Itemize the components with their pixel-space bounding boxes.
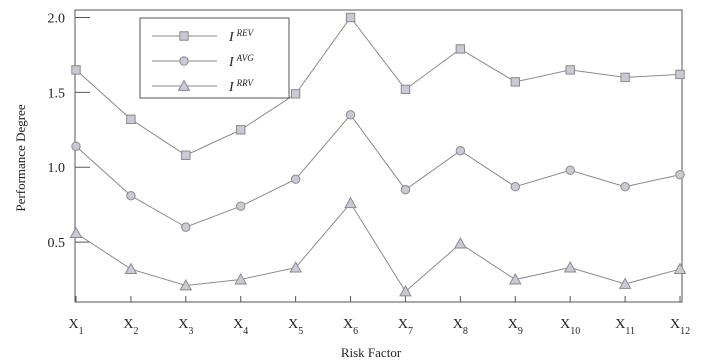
series-rev [71, 12, 685, 160]
series-line-rrv [75, 202, 681, 293]
x-tick-label: X11 [615, 317, 635, 337]
data-point-avg [455, 146, 466, 156]
series-avg [71, 110, 685, 232]
x-tick-label: X2 [123, 317, 138, 337]
data-point-rev [71, 65, 81, 75]
legend: I REV I AVG I RRV [139, 17, 290, 99]
data-point-rrv [454, 237, 467, 249]
data-point-rev [565, 65, 575, 75]
data-point-rev [675, 69, 685, 80]
legend-marker-rrv [177, 79, 191, 91]
x-tick-label: X3 [178, 317, 193, 337]
x-tick-label: X4 [233, 317, 248, 337]
x-tick-label: X12 [670, 317, 690, 337]
data-point-rev [455, 44, 466, 54]
series-line-avg [75, 114, 681, 228]
data-point-avg [290, 174, 301, 184]
x-tick-label: X6 [343, 317, 358, 337]
data-point-rrv [69, 226, 83, 239]
legend-marker-avg [179, 56, 189, 66]
data-point-rrv [344, 196, 357, 209]
y-tick-label: 1.0 [48, 161, 66, 176]
data-point-avg [71, 141, 81, 151]
data-point-rrv [618, 277, 632, 289]
x-tick-label: X8 [453, 317, 468, 337]
y-axis-label: Performance Degree [13, 104, 28, 211]
data-point-rrv [124, 262, 138, 274]
series-line-rev [75, 16, 681, 156]
data-point-rev [510, 77, 520, 87]
series-rrv [69, 196, 687, 297]
legend-label-rrv: I RRV [228, 78, 255, 95]
x-tick-label: X7 [398, 317, 413, 337]
x-tick-label: X1 [68, 317, 83, 337]
data-point-rrv [508, 273, 522, 285]
data-point-avg [510, 181, 520, 192]
data-point-rev [290, 89, 301, 99]
legend-marker-rev [179, 31, 189, 41]
data-point-rrv [234, 273, 248, 285]
y-tick-label: 1.5 [48, 86, 66, 101]
legend-label-avg: I AVG [228, 53, 254, 70]
x-tick-label: X9 [508, 317, 523, 337]
data-point-avg [236, 201, 246, 211]
series-layer [69, 12, 687, 297]
data-point-rev [620, 72, 630, 83]
data-point-rrv [289, 261, 302, 273]
data-point-avg [620, 181, 630, 192]
x-axis-label: Risk Factor [341, 345, 402, 360]
data-point-avg [565, 165, 575, 175]
y-tick-label: 0.5 [48, 236, 66, 251]
data-point-rev [400, 84, 411, 95]
legend-box [139, 17, 290, 99]
x-tick-label: X10 [560, 317, 580, 337]
data-point-rev [181, 150, 191, 160]
data-point-avg [345, 110, 356, 120]
axes: 0.5 1.0 1.5 2.0 X1 X2 X3 X4 X5 X6 X7 X8 X9 X10 X11 X12 [48, 9, 690, 337]
data-point-rev [345, 12, 356, 23]
plot-frame [74, 9, 683, 303]
y-tick-label: 2.0 [48, 11, 66, 26]
data-point-avg [181, 222, 191, 232]
data-point-rev [126, 114, 136, 125]
legend-label-rev: I REV [228, 28, 255, 45]
data-point-rrv [399, 284, 412, 297]
data-point-rrv [179, 278, 193, 291]
data-point-avg [675, 170, 685, 180]
data-point-rrv [673, 262, 687, 274]
x-tick-label: X5 [288, 317, 303, 337]
data-point-avg [126, 190, 136, 201]
data-point-rev [236, 125, 246, 135]
data-point-avg [400, 184, 411, 195]
data-point-rrv [563, 261, 577, 273]
